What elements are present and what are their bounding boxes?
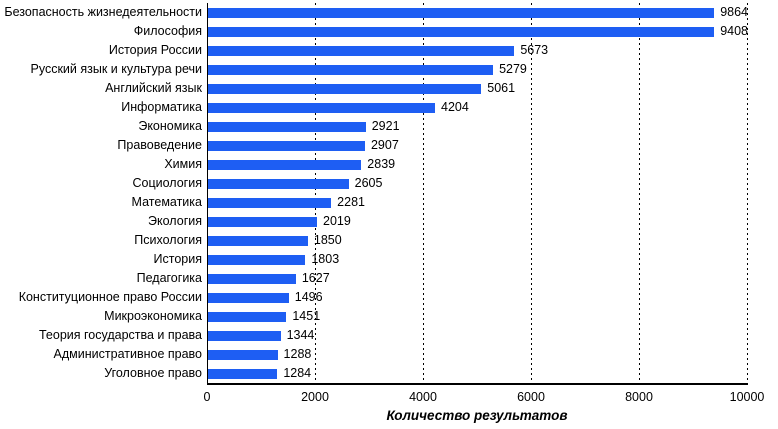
plot-area: 9864 9408 5673 5279 5061 4204 2921 2907 2839 2605… [207, 3, 748, 385]
bar-row: 1284 [208, 364, 748, 383]
category-label: Экология [148, 214, 202, 229]
bar [208, 159, 362, 170]
value-label: 1850 [313, 233, 342, 248]
x-tick-label: 8000 [625, 390, 653, 404]
x-tick-label: 10000 [729, 390, 765, 404]
value-label: 5279 [499, 62, 527, 77]
category-label: Экономика [138, 119, 202, 134]
bar [208, 64, 494, 75]
x-axis-title: Количество результатов [386, 408, 568, 423]
x-axis-ticks: 0 2000 4000 6000 8000 10000 [203, 390, 765, 404]
category-label: Русский язык и культура речи [30, 62, 202, 77]
value-label: 2921 [371, 119, 400, 134]
bar-row: 1496 [208, 288, 748, 307]
category-label: Административное право [53, 347, 202, 362]
value-label: 1284 [283, 366, 312, 381]
category-label: Правоведение [117, 138, 202, 153]
category-label: Математика [131, 195, 202, 210]
bar [208, 26, 715, 37]
bar [208, 330, 281, 341]
gridline [639, 3, 640, 383]
bar-row: 5673 [208, 41, 748, 60]
bar [208, 273, 296, 284]
bar-row: 2839 [208, 155, 748, 174]
category-label: Теория государства и права [38, 328, 202, 343]
bar-row: 5061 [208, 79, 748, 98]
bar-row: 1344 [208, 326, 748, 345]
bar [208, 235, 308, 246]
value-label: 2605 [354, 176, 383, 191]
x-tick-label: 2000 [301, 390, 329, 404]
bar [208, 311, 287, 322]
bar [208, 178, 349, 189]
gridline [747, 3, 748, 383]
bar [208, 349, 278, 360]
bar-row: 4204 [208, 98, 748, 117]
category-label: История России [108, 43, 202, 58]
bar-row: 2907 [208, 136, 748, 155]
value-label: 5061 [487, 81, 516, 96]
bar [208, 254, 306, 265]
bar-row: 9408 [208, 22, 748, 41]
category-label: Микроэкономика [104, 309, 202, 324]
x-tick-label: 4000 [409, 390, 437, 404]
category-label: Уголовное право [104, 366, 202, 381]
value-label: 1627 [301, 271, 330, 286]
value-label: 9408 [720, 24, 748, 39]
bar-row: 2605 [208, 174, 748, 193]
bar-row: 2921 [208, 117, 748, 136]
bar [208, 368, 278, 379]
value-label: 1288 [283, 347, 312, 362]
value-label: 1496 [294, 290, 323, 305]
bar [208, 102, 436, 113]
category-label: Английский язык [105, 81, 202, 96]
bar-row: 1850 [208, 231, 748, 250]
bar-row: 5279 [208, 60, 748, 79]
bar-row: 1627 [208, 269, 748, 288]
category-label: Философия [133, 24, 202, 39]
category-label: Педагогика [136, 271, 202, 286]
category-label: Психология [134, 233, 202, 248]
value-label: 1451 [292, 309, 321, 324]
value-label: 2019 [323, 214, 351, 229]
value-label: 2907 [370, 138, 399, 153]
gridline [315, 3, 316, 383]
value-label: 9864 [720, 5, 748, 20]
value-label: 2281 [337, 195, 365, 210]
category-label: История [153, 252, 202, 267]
bar [208, 292, 289, 303]
category-label: Информатика [121, 100, 202, 115]
bar-rows: 9864 9408 5673 5279 5061 4204 2921 2907 2839 2605… [208, 3, 748, 383]
category-label: Безопасность жизнедеятельности [4, 5, 202, 20]
category-labels: Безопасность жизнедеятельности Философия И… [0, 3, 202, 383]
value-label: 4204 [441, 100, 469, 115]
gridline [531, 3, 532, 383]
value-label: 1803 [311, 252, 340, 267]
bar [208, 7, 715, 18]
bar [208, 216, 318, 227]
bar-row: 1288 [208, 345, 748, 364]
bar [208, 140, 365, 151]
bar [208, 121, 366, 132]
bar-row: 1451 [208, 307, 748, 326]
bar-row: 1803 [208, 250, 748, 269]
category-label: Конституционное право России [18, 290, 202, 305]
value-label: 1344 [286, 328, 315, 343]
bar-row: 2019 [208, 212, 748, 231]
x-tick-label: 6000 [517, 390, 545, 404]
bar [208, 197, 332, 208]
value-label: 2839 [367, 157, 396, 172]
category-label: Социология [132, 176, 203, 191]
bar [208, 83, 482, 94]
category-label: Химия [164, 157, 202, 172]
bar [208, 45, 515, 56]
bar-row: 9864 [208, 3, 748, 22]
gridline [423, 3, 424, 383]
bar-row: 2281 [208, 193, 748, 212]
value-label: 5673 [520, 43, 549, 58]
x-tick-label: 0 [203, 390, 211, 404]
